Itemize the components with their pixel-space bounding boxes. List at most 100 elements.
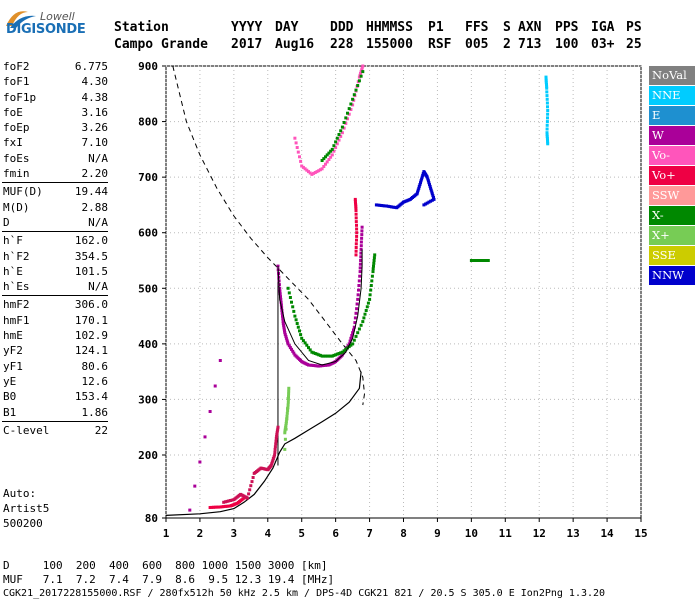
- echo-point: [353, 316, 357, 320]
- echo-point: [421, 173, 425, 177]
- echo-point: [225, 504, 229, 508]
- param-value: 162.0: [74, 234, 108, 248]
- echo-point: [349, 343, 353, 347]
- echo-point: [342, 126, 346, 130]
- echo-point: [381, 204, 385, 208]
- echo-point: [358, 270, 362, 274]
- echo-point: [545, 94, 549, 98]
- echo-point: [372, 259, 376, 262]
- param-value: 4.30: [81, 75, 109, 89]
- echo-point: [329, 354, 333, 358]
- echo-point: [286, 409, 290, 412]
- echo-point: [346, 117, 349, 121]
- echo-point: [325, 160, 329, 164]
- echo-point: [286, 400, 290, 404]
- param-row: hmE 102.9: [2, 328, 108, 343]
- echo-point: [285, 414, 289, 418]
- echo-point: [393, 205, 397, 209]
- header-day-value: Aug16: [275, 37, 315, 52]
- param-name: foEp: [3, 121, 30, 135]
- legend-item-vo: Vo+: [649, 166, 695, 185]
- echo-point: [288, 346, 292, 350]
- y-tick-label: 500: [138, 282, 158, 295]
- echo-point: [308, 171, 312, 175]
- echo-point: [290, 300, 293, 304]
- echo-point: [287, 386, 291, 390]
- echo-point: [354, 253, 358, 257]
- echo-point: [284, 422, 288, 425]
- echo-point: [353, 321, 357, 325]
- echo-point: [295, 322, 299, 325]
- header-s-value: 2: [503, 37, 511, 52]
- echo-point: [249, 484, 253, 488]
- echo-point: [546, 142, 550, 146]
- echo-point: [335, 352, 339, 356]
- echo-point: [357, 75, 361, 79]
- echo-point: [432, 197, 436, 201]
- echo-point: [376, 203, 380, 207]
- echo-point: [317, 169, 321, 173]
- echo-point: [227, 499, 231, 503]
- param-value: 2.88: [81, 200, 109, 214]
- trace-e-layer-cusp: [222, 425, 280, 504]
- echo-point: [430, 192, 434, 196]
- header-axn-value: 713: [518, 37, 542, 52]
- param-value: 102.9: [74, 329, 108, 343]
- echo-point: [275, 429, 279, 433]
- echo-point: [315, 170, 319, 174]
- echo-point: [303, 167, 307, 171]
- param-row: B1 1.86: [2, 405, 108, 420]
- echo-point: [359, 74, 363, 78]
- echo-point: [270, 462, 274, 466]
- echo-point: [354, 249, 358, 253]
- echo-point: [416, 188, 420, 192]
- echo-point: [332, 149, 336, 153]
- echo-point: [353, 197, 357, 201]
- echo-point: [332, 144, 336, 148]
- echo-point: [281, 320, 285, 324]
- echo-point: [283, 429, 287, 433]
- echo-point: [355, 238, 358, 242]
- echo-point: [322, 364, 326, 367]
- echo-point: [293, 314, 297, 318]
- echo-point: [360, 233, 364, 237]
- param-value: 4.38: [81, 90, 109, 104]
- echo-point: [544, 77, 548, 81]
- echo-point: [354, 209, 358, 212]
- echo-point: [369, 284, 373, 287]
- echo-point: [361, 320, 365, 324]
- echo-point: [427, 200, 431, 204]
- param-value: 1.86: [81, 405, 109, 419]
- echo-point: [359, 247, 363, 251]
- echo-point: [320, 354, 324, 358]
- echo-point: [373, 253, 377, 257]
- param-value: 101.5: [74, 264, 108, 278]
- echo-point: [362, 316, 366, 320]
- echo-point: [278, 286, 282, 290]
- echo-point: [285, 338, 289, 342]
- echo-point: [335, 136, 339, 140]
- echo-point: [354, 88, 358, 92]
- echo-point: [546, 112, 550, 116]
- echo-point: [285, 417, 289, 421]
- echo-point: [278, 289, 282, 293]
- echo-point: [320, 167, 324, 171]
- param-separator: [2, 182, 108, 184]
- echo-point: [369, 288, 373, 292]
- echo-point: [208, 410, 212, 413]
- echo-point: [545, 136, 549, 140]
- echo-point: [313, 352, 317, 355]
- echo-point: [287, 392, 291, 396]
- echo-point: [372, 256, 376, 260]
- echo-point: [332, 353, 336, 357]
- echo-point: [357, 288, 360, 292]
- header-year-label: YYYY: [231, 20, 263, 35]
- echo-point: [320, 364, 324, 368]
- echo-point: [334, 353, 338, 357]
- echo-point: [215, 505, 219, 509]
- echo-point: [284, 336, 288, 340]
- echo-point: [354, 216, 358, 220]
- echo-point: [273, 447, 277, 451]
- echo-point: [322, 157, 326, 161]
- legend-item-ssw: SSW: [649, 186, 695, 205]
